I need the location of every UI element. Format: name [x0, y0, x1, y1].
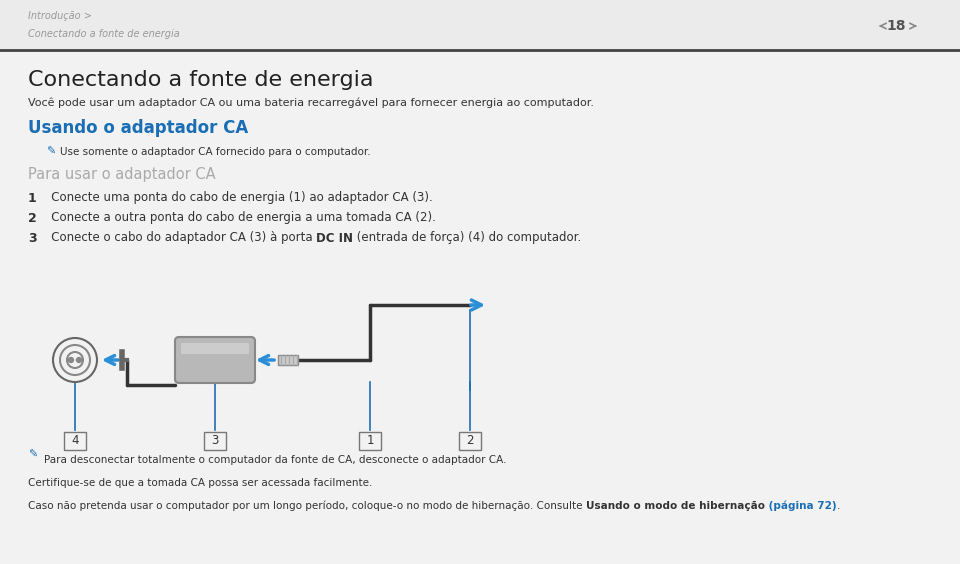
FancyBboxPatch shape: [181, 343, 249, 354]
Text: Introdução >: Introdução >: [28, 11, 92, 21]
Bar: [459, 432, 481, 450]
Text: Para desconectar totalmente o computador da fonte de CA, desconecte o adaptador : Para desconectar totalmente o computador…: [44, 455, 507, 465]
Text: Conecte o cabo do adaptador CA (3) à porta: Conecte o cabo do adaptador CA (3) à por…: [40, 231, 317, 245]
Circle shape: [77, 358, 82, 363]
Text: 18: 18: [886, 19, 905, 33]
Text: Certifique-se de que a tomada CA possa ser acessada facilmente.: Certifique-se de que a tomada CA possa s…: [28, 478, 372, 488]
Bar: [0, 0, 960, 50]
Text: 1: 1: [28, 192, 36, 205]
Text: Você pode usar um adaptador CA ou uma bateria recarregável para fornecer energia: Você pode usar um adaptador CA ou uma ba…: [28, 98, 594, 108]
Text: Conecte a outra ponta do cabo de energia a uma tomada CA (2).: Conecte a outra ponta do cabo de energia…: [40, 212, 436, 224]
Circle shape: [68, 358, 74, 363]
Text: .: .: [836, 501, 840, 511]
Text: 3: 3: [211, 434, 219, 447]
Text: ✎: ✎: [28, 450, 37, 460]
Text: Conecte uma ponta do cabo de energia (1) ao adaptador CA (3).: Conecte uma ponta do cabo de energia (1)…: [40, 192, 433, 205]
Text: 2: 2: [28, 212, 36, 224]
Text: (página 72): (página 72): [765, 501, 836, 511]
Bar: [204, 432, 226, 450]
Text: 4: 4: [71, 434, 79, 447]
Text: 3: 3: [28, 231, 36, 245]
Text: 1: 1: [367, 434, 373, 447]
Text: Conectando a fonte de energia: Conectando a fonte de energia: [28, 29, 180, 39]
Text: (entrada de força) (4) do computador.: (entrada de força) (4) do computador.: [353, 231, 582, 245]
Text: ✎: ✎: [46, 147, 56, 157]
Text: DC IN: DC IN: [317, 231, 353, 245]
FancyBboxPatch shape: [175, 337, 255, 383]
Bar: [64, 432, 86, 450]
Text: Para usar o adaptador CA: Para usar o adaptador CA: [28, 168, 216, 183]
Text: Usando o modo de hibernação: Usando o modo de hibernação: [586, 501, 765, 511]
Text: Usando o adaptador CA: Usando o adaptador CA: [28, 119, 249, 137]
Text: 2: 2: [467, 434, 473, 447]
Text: Use somente o adaptador CA fornecido para o computador.: Use somente o adaptador CA fornecido par…: [60, 147, 371, 157]
Text: Caso não pretenda usar o computador por um longo período, coloque-o no modo de h: Caso não pretenda usar o computador por …: [28, 501, 586, 511]
Bar: [359, 432, 381, 450]
Bar: [278, 355, 298, 365]
Text: Conectando a fonte de energia: Conectando a fonte de energia: [28, 70, 373, 90]
